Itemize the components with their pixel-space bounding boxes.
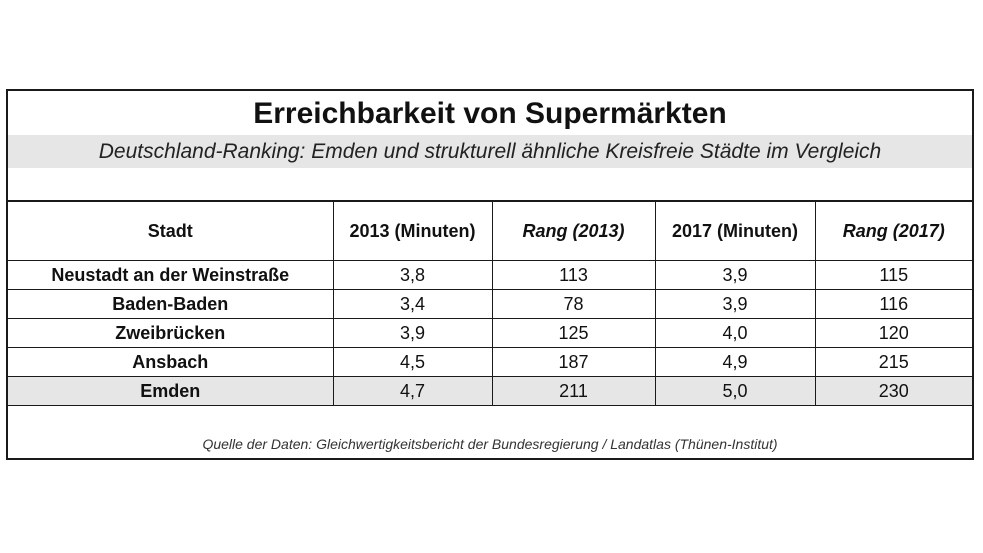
cell-rank-2017: 230 (814, 376, 972, 406)
table-row: Zweibrücken 3,9 125 4,0 120 (8, 318, 972, 348)
cell-minutes-2017: 4,0 (654, 318, 816, 348)
header-row: Stadt 2013 (Minuten) Rang (2013) 2017 (M… (8, 200, 972, 261)
data-table: Stadt 2013 (Minuten) Rang (2013) 2017 (M… (8, 200, 972, 406)
cell-city: Zweibrücken (8, 318, 334, 348)
cell-city: Emden (8, 376, 334, 406)
cell-city: Neustadt an der Weinstraße (8, 260, 334, 290)
cell-rank-2013: 78 (491, 289, 656, 319)
cell-rank-2013: 113 (491, 260, 656, 290)
table-row: Baden-Baden 3,4 78 3,9 116 (8, 289, 972, 319)
cell-rank-2017: 120 (814, 318, 972, 348)
cell-minutes-2017: 3,9 (654, 289, 816, 319)
column-header-minuten-2017: 2017 (Minuten) (654, 200, 816, 261)
source-note: Quelle der Daten: Gleichwertigkeitsberic… (202, 436, 778, 452)
cell-minutes-2017: 5,0 (654, 376, 816, 406)
cell-minutes-2013: 3,4 (332, 289, 493, 319)
table-subtitle: Deutschland-Ranking: Emden und strukture… (8, 135, 972, 168)
cell-minutes-2017: 3,9 (654, 260, 816, 290)
column-header-rang-2017: Rang (2017) (814, 200, 972, 261)
table-row: Ansbach 4,5 187 4,9 215 (8, 347, 972, 377)
cell-rank-2017: 215 (814, 347, 972, 377)
table-row-highlighted: Emden 4,7 211 5,0 230 (8, 376, 972, 406)
column-header-stadt: Stadt (8, 200, 334, 261)
cell-rank-2017: 116 (814, 289, 972, 319)
cell-rank-2013: 187 (491, 347, 656, 377)
cell-minutes-2013: 3,9 (332, 318, 493, 348)
cell-minutes-2013: 3,8 (332, 260, 493, 290)
cell-rank-2013: 125 (491, 318, 656, 348)
cell-minutes-2013: 4,5 (332, 347, 493, 377)
cell-minutes-2017: 4,9 (654, 347, 816, 377)
table-frame: Erreichbarkeit von Supermärkten Deutschl… (6, 89, 974, 460)
cell-minutes-2013: 4,7 (332, 376, 493, 406)
table-title: Erreichbarkeit von Supermärkten (253, 97, 727, 130)
cell-rank-2013: 211 (491, 376, 656, 406)
cell-city: Baden-Baden (8, 289, 334, 319)
cell-city: Ansbach (8, 347, 334, 377)
column-header-rang-2013: Rang (2013) (491, 200, 656, 261)
column-header-minuten-2013: 2013 (Minuten) (332, 200, 493, 261)
cell-rank-2017: 115 (814, 260, 972, 290)
table-row: Neustadt an der Weinstraße 3,8 113 3,9 1… (8, 260, 972, 290)
